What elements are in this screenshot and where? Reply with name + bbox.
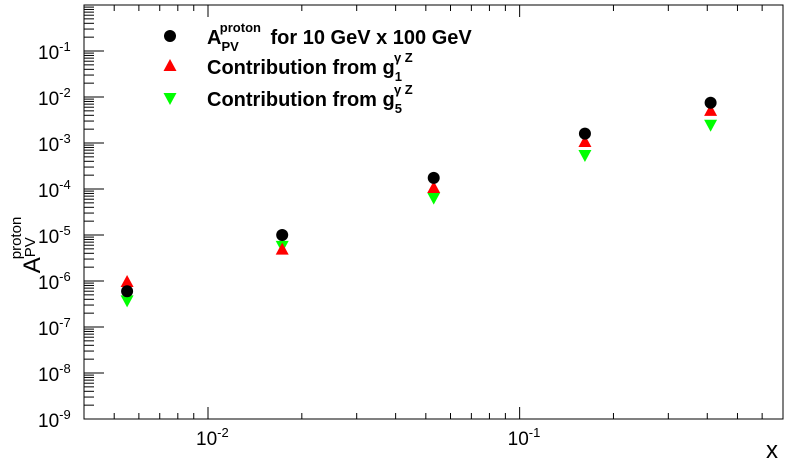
y-tick-label: 10-9 bbox=[38, 407, 71, 432]
legend-entry-post: for 10 GeV x 100 GeV bbox=[265, 27, 472, 49]
y-tick-label-base: 10 bbox=[38, 135, 59, 156]
y-tick-label-base: 10 bbox=[38, 365, 59, 386]
y-axis-title-sub: PV bbox=[22, 237, 39, 257]
y-tick-label-exp: -8 bbox=[59, 361, 71, 376]
data-point-triangle-down bbox=[578, 149, 592, 162]
x-tick-label-exp: -1 bbox=[529, 425, 541, 440]
legend-entry-sup: γ Z bbox=[394, 50, 413, 65]
y-tick-label: 10-2 bbox=[38, 85, 71, 110]
legend-entry-sub: PV bbox=[221, 39, 239, 54]
legend-entry-sub: 1 bbox=[395, 69, 402, 84]
data-point-triangle-up bbox=[427, 181, 441, 194]
data-point-circle bbox=[578, 127, 591, 140]
y-tick-label-exp: -9 bbox=[59, 407, 71, 422]
data-point-triangle-down bbox=[704, 119, 718, 132]
y-tick-label-exp: -4 bbox=[59, 177, 71, 192]
data-point-triangle-up bbox=[704, 103, 718, 116]
y-tick-label-base: 10 bbox=[38, 89, 59, 110]
data-point-circle bbox=[704, 96, 717, 109]
legend-entry: APV proton for 10 GeV x 100 GeV bbox=[207, 20, 472, 54]
y-axis-title-sup: proton bbox=[8, 217, 25, 260]
y-tick-label-exp: -2 bbox=[59, 85, 71, 100]
plot-frame bbox=[83, 4, 784, 420]
data-points bbox=[120, 96, 718, 308]
y-tick-label-base: 10 bbox=[38, 227, 59, 248]
y-tick-label: 10-3 bbox=[38, 131, 71, 156]
x-tick-label-exp: -2 bbox=[217, 425, 229, 440]
x-tick-label: 10-2 bbox=[196, 425, 229, 450]
legend-entry-sup: proton bbox=[220, 20, 261, 35]
legend-marker-triangle-down bbox=[163, 93, 177, 105]
legend: APVproton for 10 GeV x 100 GeVContributi… bbox=[163, 20, 472, 116]
y-axis-ticks: 10-910-810-710-610-510-410-310-210-1 bbox=[38, 6, 104, 432]
legend-entry: Contribution from g1 γ Z bbox=[207, 50, 413, 84]
y-tick-label-base: 10 bbox=[38, 273, 59, 294]
y-tick-label-exp: -7 bbox=[59, 315, 71, 330]
y-tick-label-exp: -3 bbox=[59, 131, 71, 146]
legend-entry-pre: A bbox=[207, 27, 221, 49]
x-tick-label-base: 10 bbox=[196, 429, 217, 450]
y-tick-label-base: 10 bbox=[38, 181, 59, 202]
legend-entry-sup: γ Z bbox=[394, 82, 413, 97]
y-tick-label: 10-8 bbox=[38, 361, 71, 386]
legend-entry-pre: Contribution from g bbox=[207, 89, 395, 111]
y-axis-title: APVproton bbox=[8, 217, 46, 274]
y-tick-label-exp: -5 bbox=[59, 223, 71, 238]
y-tick-label: 10-7 bbox=[38, 315, 71, 340]
legend-marker-triangle-up bbox=[163, 59, 177, 71]
y-tick-label: 10-5 bbox=[38, 223, 71, 248]
x-tick-label: 10-1 bbox=[508, 425, 541, 450]
y-tick-label-exp: -1 bbox=[59, 39, 71, 54]
legend-marker-circle bbox=[164, 30, 176, 42]
x-axis-title: x bbox=[766, 437, 778, 464]
data-point-triangle-up bbox=[578, 135, 592, 148]
x-tick-label-base: 10 bbox=[508, 429, 529, 450]
data-point-triangle-down bbox=[120, 295, 134, 308]
legend-entry: Contribution from g5 γ Z bbox=[207, 82, 413, 116]
data-point-circle bbox=[121, 285, 134, 298]
data-point-triangle-up bbox=[120, 275, 134, 288]
data-point-circle bbox=[276, 229, 289, 241]
legend-entry-pre: Contribution from g bbox=[207, 57, 395, 79]
data-point-triangle-up bbox=[275, 242, 289, 255]
y-tick-label-base: 10 bbox=[38, 319, 59, 340]
y-tick-label: 10-1 bbox=[38, 39, 71, 64]
y-axis-title-base: A bbox=[19, 257, 46, 273]
y-tick-label-exp: -6 bbox=[59, 269, 71, 284]
x-axis-ticks: 10-2 10-1 bbox=[83, 5, 763, 450]
y-tick-label-base: 10 bbox=[38, 411, 59, 432]
data-point-circle bbox=[427, 171, 440, 184]
legend-entry-sub: 5 bbox=[395, 101, 402, 116]
data-point-triangle-down bbox=[427, 192, 441, 205]
y-tick-label: 10-4 bbox=[38, 177, 71, 202]
y-tick-label-base: 10 bbox=[38, 43, 59, 64]
y-tick-label: 10-6 bbox=[38, 269, 71, 294]
